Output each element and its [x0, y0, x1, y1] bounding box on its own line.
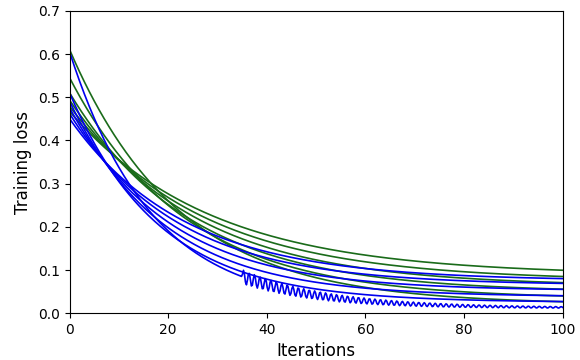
Y-axis label: Training loss: Training loss [14, 111, 32, 213]
X-axis label: Iterations: Iterations [277, 342, 356, 360]
